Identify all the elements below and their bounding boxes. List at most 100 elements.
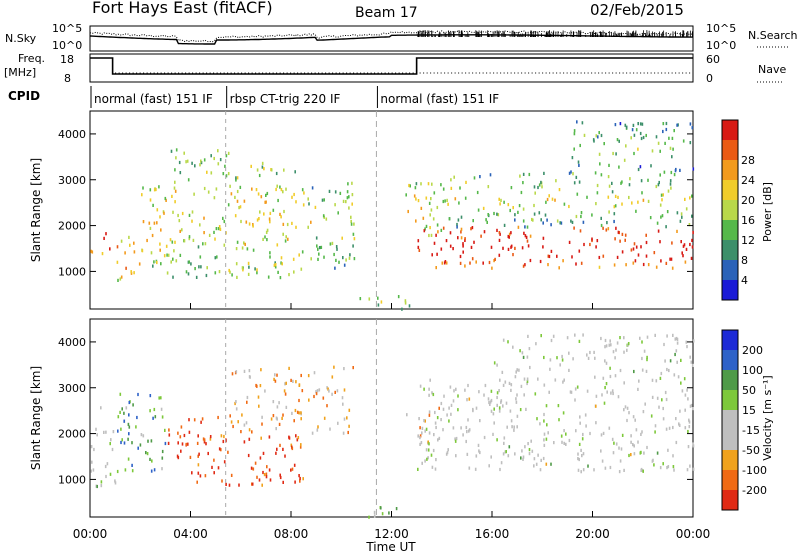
data-cell <box>331 375 334 379</box>
data-cell <box>435 458 437 462</box>
data-cell <box>128 432 130 436</box>
data-cell <box>505 450 507 454</box>
data-cell <box>310 220 312 224</box>
data-cell <box>468 466 471 470</box>
data-cell <box>504 450 507 454</box>
data-cell <box>262 470 264 475</box>
y-tick-label: 2000 <box>58 220 86 233</box>
data-cell <box>302 477 304 481</box>
data-cell <box>185 442 188 446</box>
data-cell <box>317 247 319 251</box>
data-cell <box>234 214 237 218</box>
data-cell <box>619 368 622 373</box>
data-cell <box>687 429 689 434</box>
data-cell <box>651 378 654 382</box>
data-cell <box>219 158 222 162</box>
data-cell <box>442 226 445 230</box>
data-cell <box>642 469 644 473</box>
data-cell <box>532 218 534 222</box>
data-cell <box>177 213 179 218</box>
data-cell <box>488 260 491 265</box>
data-cell <box>225 482 227 486</box>
station-title: Fort Hays East (fitACF) <box>92 0 273 17</box>
data-cell <box>215 227 218 231</box>
colorbar-tick-label: 28 <box>741 154 755 167</box>
data-cell <box>658 180 660 185</box>
data-cell <box>595 404 597 408</box>
data-cell <box>348 195 350 199</box>
data-cell <box>512 253 514 257</box>
colorbar-swatch <box>722 450 738 471</box>
data-cell <box>269 255 271 259</box>
data-cell <box>554 198 556 202</box>
data-cell <box>660 193 663 197</box>
data-cell <box>499 378 501 382</box>
data-cell <box>573 132 576 136</box>
data-cell <box>676 211 679 215</box>
data-cell <box>104 464 107 469</box>
data-cell <box>199 163 201 167</box>
data-cell <box>595 421 597 425</box>
data-cell <box>220 448 222 452</box>
data-cell <box>252 224 254 228</box>
data-cell <box>210 171 213 175</box>
velocity-ylabel: Slant Range [km] <box>29 366 43 470</box>
data-cell <box>613 212 616 216</box>
data-cell <box>225 174 228 178</box>
data-cell <box>109 442 111 446</box>
nsearch-tick-bottom: 10^0 <box>706 39 736 52</box>
colorbar-tick-label: -15 <box>742 424 760 437</box>
data-cell <box>142 220 145 224</box>
data-cell <box>316 389 319 393</box>
data-cell <box>512 345 514 349</box>
data-cell <box>321 198 324 202</box>
data-cell <box>350 222 353 226</box>
data-cell <box>351 202 353 206</box>
data-cell <box>661 214 664 218</box>
data-cell <box>632 123 635 127</box>
data-cell <box>642 198 645 202</box>
data-cell <box>650 164 652 168</box>
data-cell <box>637 440 639 444</box>
data-cell <box>258 478 261 482</box>
data-cell <box>525 407 527 411</box>
data-cell <box>433 191 436 195</box>
data-cell <box>577 468 580 472</box>
data-cell <box>487 397 490 401</box>
data-cell <box>117 429 119 433</box>
data-cell <box>537 185 539 190</box>
data-cell <box>645 233 647 237</box>
data-cell <box>487 185 490 189</box>
data-cell <box>337 211 339 215</box>
data-cell <box>429 226 431 230</box>
data-cell <box>473 176 476 180</box>
data-cell <box>424 459 426 463</box>
data-cell <box>261 165 264 169</box>
data-cell <box>223 434 225 439</box>
data-cell <box>657 141 660 145</box>
data-cell <box>155 187 157 192</box>
data-cell <box>688 418 690 422</box>
data-cell <box>466 398 468 402</box>
data-cell <box>210 154 212 158</box>
data-cell <box>284 454 286 458</box>
data-cell <box>194 267 196 271</box>
data-cell <box>343 388 346 392</box>
data-cell <box>266 191 269 196</box>
data-cell <box>236 176 239 180</box>
data-cell <box>219 227 222 231</box>
data-cell <box>142 434 145 438</box>
data-cell <box>262 451 265 455</box>
data-cell <box>662 406 664 411</box>
x-tick-label: 12:00 <box>374 527 409 541</box>
data-cell <box>490 398 493 403</box>
data-cell <box>507 203 510 207</box>
data-cell <box>621 232 624 236</box>
data-cell <box>213 196 216 200</box>
data-cell <box>535 462 538 466</box>
data-cell <box>202 242 204 246</box>
data-cell <box>450 186 453 190</box>
data-cell <box>616 138 619 142</box>
data-cell <box>266 228 269 232</box>
